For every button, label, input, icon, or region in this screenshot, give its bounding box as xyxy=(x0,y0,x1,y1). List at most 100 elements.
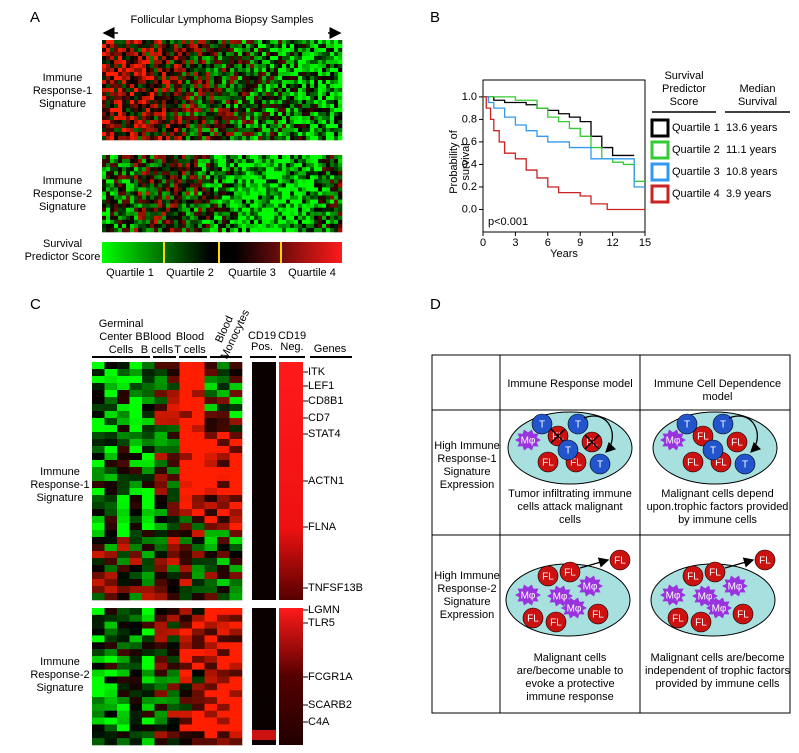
heatmap-cell xyxy=(230,136,234,140)
heatmap-cell xyxy=(130,731,143,738)
heatmap-cell xyxy=(150,92,154,96)
heatmap-cell xyxy=(198,104,202,108)
heatmap-cell xyxy=(326,104,330,108)
heatmap-cell xyxy=(330,216,334,220)
heatmap-cell xyxy=(294,120,298,124)
heatmap-cell xyxy=(238,56,242,60)
heatmap-cell xyxy=(205,663,218,670)
heatmap-cell xyxy=(118,40,122,44)
column-header: CD19 Neg. xyxy=(276,331,308,353)
heatmap-cell xyxy=(190,187,194,191)
heatmap-cell xyxy=(242,92,246,96)
heatmap-cell xyxy=(118,88,122,92)
heatmap-cell xyxy=(322,92,326,96)
heatmap-cell xyxy=(130,191,134,195)
heatmap-cell xyxy=(206,76,210,80)
heatmap-cell xyxy=(154,183,158,187)
heatmap-cell xyxy=(178,132,182,136)
heatmap-cell xyxy=(114,216,118,220)
heatmap-cell xyxy=(310,171,314,175)
heatmap-cell xyxy=(338,120,342,124)
heatmap-cell xyxy=(126,124,130,128)
heatmap-cell xyxy=(142,425,155,432)
heatmap-cell xyxy=(266,179,270,183)
heatmap-cell xyxy=(250,200,254,204)
heatmap-cell xyxy=(150,48,154,52)
heatmap-cell xyxy=(210,60,214,64)
heatmap-cell xyxy=(274,120,278,124)
heatmap-cell xyxy=(170,155,174,159)
heatmap-cell xyxy=(338,100,342,104)
heatmap-cell xyxy=(117,683,130,690)
heatmap-cell xyxy=(217,629,230,636)
heatmap-cell xyxy=(274,163,278,167)
heatmap-cell xyxy=(142,84,146,88)
cell-icon-label: FL xyxy=(759,556,771,567)
heatmap-cell xyxy=(122,224,126,228)
heatmap-cell xyxy=(174,183,178,187)
heatmap-cell xyxy=(286,155,290,159)
heatmap-cell xyxy=(150,159,154,163)
heatmap-cell xyxy=(92,551,105,558)
heatmap-cell xyxy=(217,649,230,656)
heatmap-cell xyxy=(234,187,238,191)
heatmap-cell xyxy=(217,446,230,453)
heatmap-cell xyxy=(338,200,342,204)
heatmap-cell xyxy=(294,191,298,195)
heatmap-cell xyxy=(230,124,234,128)
cell-icon-label: FL xyxy=(695,618,707,629)
heatmap-cell xyxy=(298,72,302,76)
heatmap-cell xyxy=(102,116,106,120)
heatmap-cell xyxy=(218,204,222,208)
heatmap-cell xyxy=(202,116,206,120)
heatmap-cell xyxy=(218,128,222,132)
heatmap-cell xyxy=(238,228,242,232)
heatmap-cell xyxy=(270,56,274,60)
heatmap-cell xyxy=(154,179,158,183)
heatmap-cell xyxy=(202,136,206,140)
heatmap-cell xyxy=(174,64,178,68)
heatmap-cell xyxy=(214,179,218,183)
heatmap-cell xyxy=(180,369,193,376)
heatmap-cell xyxy=(114,84,118,88)
heatmap-cell xyxy=(210,64,214,68)
heatmap-cell xyxy=(202,88,206,92)
column-header: Genes xyxy=(314,343,347,355)
heatmap-cell xyxy=(242,84,246,88)
heatmap-cell xyxy=(322,212,326,216)
heatmap-cell xyxy=(178,68,182,72)
heatmap-cell xyxy=(155,502,168,509)
heatmap-cell xyxy=(214,187,218,191)
heatmap-cell xyxy=(302,72,306,76)
heatmap-cell xyxy=(134,196,138,200)
heatmap-cell xyxy=(322,104,326,108)
cell-caption: Malignant cells depend upon.trophic fact… xyxy=(645,488,790,527)
heatmap-cell xyxy=(202,200,206,204)
heatmap-cell xyxy=(122,163,126,167)
heatmap-cell xyxy=(186,179,190,183)
heatmap-cell xyxy=(254,155,258,159)
heatmap-cell xyxy=(167,474,180,481)
heatmap-cell xyxy=(182,120,186,124)
heatmap-cell xyxy=(138,44,142,48)
row-label: Immune Response-1 Signature xyxy=(20,72,105,111)
heatmap-cell xyxy=(250,88,254,92)
heatmap-cell xyxy=(138,136,142,140)
heatmap-cell xyxy=(154,204,158,208)
heatmap-cell xyxy=(105,544,118,551)
heatmap-cell xyxy=(290,112,294,116)
heatmap-cell xyxy=(162,179,166,183)
heatmap-cell xyxy=(282,40,286,44)
heatmap-cell xyxy=(138,84,142,88)
heatmap-cell xyxy=(194,204,198,208)
heatmap-cell xyxy=(234,196,238,200)
heatmap-cell xyxy=(278,179,282,183)
cell-icon-label: FL xyxy=(709,568,721,579)
heatmap-cell xyxy=(254,212,258,216)
heatmap-cell xyxy=(250,220,254,224)
heatmap-cell xyxy=(142,460,155,467)
heatmap-cell xyxy=(182,212,186,216)
heatmap-cell xyxy=(202,92,206,96)
heatmap-cell xyxy=(102,52,106,56)
heatmap-cell xyxy=(117,663,130,670)
